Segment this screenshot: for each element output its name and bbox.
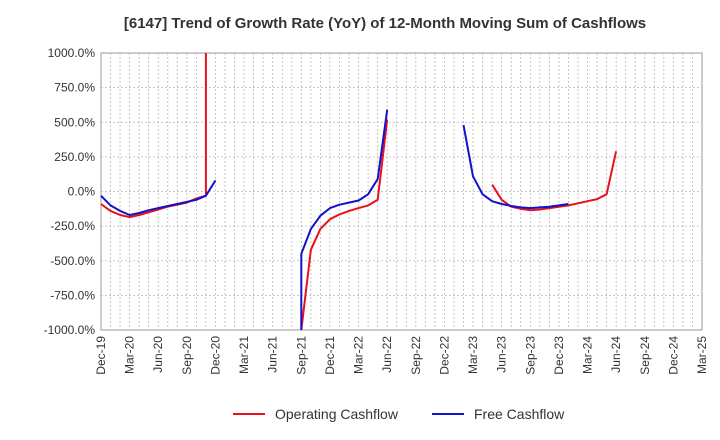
y-tick-label: -750.0% xyxy=(50,288,95,302)
legend-label-1: Free Cashflow xyxy=(474,406,565,422)
x-tick-label: Mar-25 xyxy=(695,336,709,374)
x-tick-label: Dec-20 xyxy=(208,336,222,375)
x-tick-label: Mar-21 xyxy=(237,336,251,374)
x-tick-label: Mar-24 xyxy=(581,336,595,374)
y-tick-label: -500.0% xyxy=(50,254,95,268)
x-tick-label: Sep-23 xyxy=(523,336,537,375)
y-tick-label: 250.0% xyxy=(54,150,95,164)
series-line-1 xyxy=(100,109,569,330)
y-tick-label: 1000.0% xyxy=(48,46,96,60)
x-tick-label: Jun-22 xyxy=(380,336,394,373)
x-tick-label: Mar-23 xyxy=(466,336,480,374)
y-tick-label: -1000.0% xyxy=(44,323,96,337)
x-tick-label: Mar-20 xyxy=(123,336,137,374)
x-tick-label: Jun-24 xyxy=(609,336,623,373)
x-tick-label: Dec-24 xyxy=(666,336,680,375)
x-tick-label: Dec-23 xyxy=(552,336,566,375)
axes: 1000.0% 750.0% 500.0% 250.0% 0.0% -250.0% -500… xyxy=(44,46,709,375)
x-tick-label: Dec-19 xyxy=(94,336,108,375)
x-tick-label: Mar-22 xyxy=(352,336,366,374)
x-tick-label: Jun-20 xyxy=(151,336,165,373)
x-tick-label: Sep-20 xyxy=(180,336,194,375)
x-tick-label: Dec-21 xyxy=(323,336,337,375)
legend-label-0: Operating Cashflow xyxy=(275,406,399,422)
chart-title: [6147] Trend of Growth Rate (YoY) of 12-… xyxy=(124,15,646,32)
x-tick-label: Sep-22 xyxy=(409,336,423,375)
y-tick-label: 500.0% xyxy=(54,115,95,129)
x-tick-label: Jun-21 xyxy=(266,336,280,373)
y-tick-label: -250.0% xyxy=(50,219,95,233)
legend: Operating Cashflow Free Cashflow xyxy=(233,406,565,422)
y-tick-label: 750.0% xyxy=(54,81,95,95)
x-tick-label: Dec-22 xyxy=(437,336,451,375)
x-tick-label: Jun-23 xyxy=(495,336,509,373)
x-tick-label: Sep-24 xyxy=(638,336,652,375)
grid xyxy=(100,52,703,331)
y-tick-label: 0.0% xyxy=(68,185,96,199)
x-tick-label: Sep-21 xyxy=(294,336,308,375)
series-lines xyxy=(100,53,618,331)
